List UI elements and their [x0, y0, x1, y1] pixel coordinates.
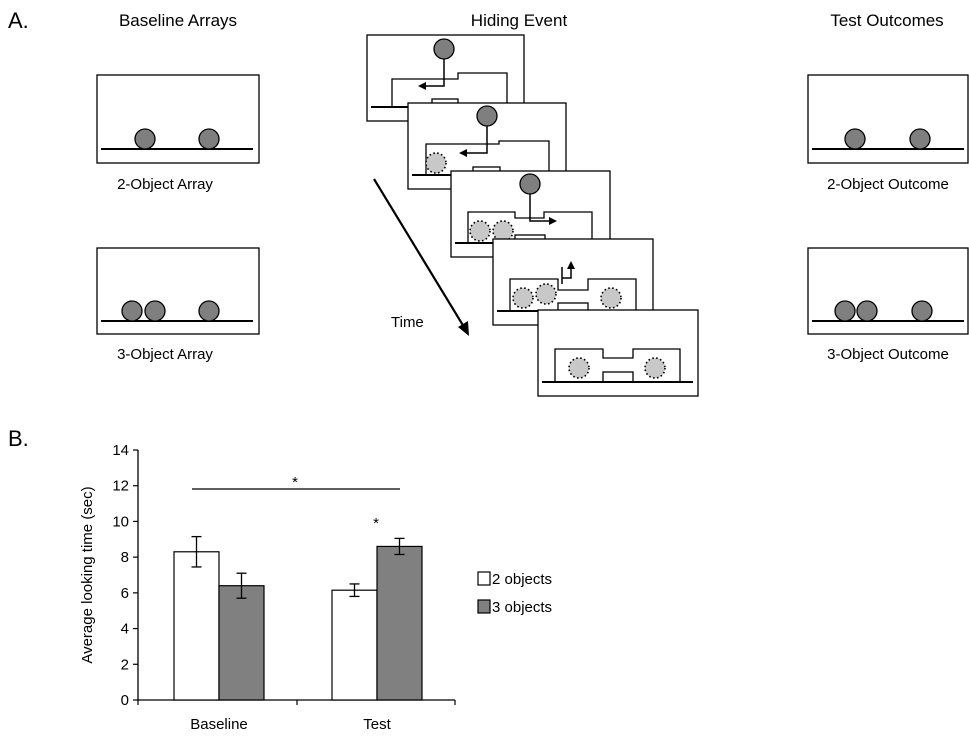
y-tick-label: 2	[121, 656, 129, 673]
object-ball	[144, 300, 166, 322]
legend-entry: 3 objects	[492, 599, 552, 616]
baseline-three-caption: 3-Object Array	[117, 346, 213, 363]
object-ball	[834, 300, 856, 322]
y-tick-label: 8	[121, 549, 129, 566]
y-axis-label: Average looking time (sec)	[79, 486, 96, 663]
hiding-event-frame-5	[537, 309, 699, 397]
object-ball	[198, 128, 220, 150]
object-ball	[519, 173, 541, 195]
hidden-object-ball	[568, 357, 590, 379]
hiding-heading: Hiding Event	[471, 11, 568, 30]
object-ball	[856, 300, 878, 322]
baseline-heading: Baseline Arrays	[119, 11, 237, 30]
legend-swatch	[477, 571, 491, 586]
y-tick-label: 14	[112, 442, 129, 459]
legend-entry: 2 objects	[492, 571, 552, 588]
x-tick-label: Baseline	[190, 716, 248, 733]
outcome-two-caption: 2-Object Outcome	[827, 176, 949, 193]
y-tick-label: 0	[121, 692, 129, 709]
x-tick-label: Test	[363, 716, 391, 733]
outcome-two-object	[807, 74, 969, 164]
object-ball	[134, 128, 156, 150]
panel-a-label: A.	[8, 8, 29, 33]
panel-b-label: B.	[8, 426, 29, 451]
time-arrow	[373, 178, 469, 336]
hidden-object-ball	[512, 287, 534, 309]
baseline-three-object-array	[96, 247, 260, 335]
bar	[173, 551, 220, 701]
outcomes-heading: Test Outcomes	[830, 11, 943, 30]
y-tick-label: 12	[112, 478, 129, 495]
looking-time-bar-chart: Average looking time (sec) 0 2 4 6 8 10 12 14 Ba…	[79, 442, 552, 733]
object-ball	[198, 300, 220, 322]
object-ball	[911, 300, 933, 322]
bar	[218, 585, 265, 701]
object-ball	[909, 128, 931, 150]
significance-star: *	[292, 474, 298, 491]
bar	[376, 545, 423, 701]
significance-star: *	[373, 515, 379, 532]
hidden-object-ball	[535, 283, 557, 305]
outcome-three-object	[807, 247, 969, 335]
hidden-object-ball	[492, 220, 514, 242]
hidden-object-ball	[644, 357, 666, 379]
hidden-object-ball	[425, 152, 447, 174]
y-tick-label: 10	[112, 513, 129, 530]
y-tick-label: 4	[121, 621, 129, 638]
object-ball	[121, 300, 143, 322]
object-ball	[433, 38, 455, 60]
hidden-object-ball	[600, 287, 622, 309]
y-tick-label: 6	[121, 585, 129, 602]
object-ball	[476, 105, 498, 127]
time-label: Time	[391, 314, 424, 331]
bar	[331, 589, 378, 701]
legend-swatch	[477, 599, 491, 614]
baseline-two-caption: 2-Object Array	[117, 176, 213, 193]
hidden-object-ball	[469, 220, 491, 242]
outcome-three-caption: 3-Object Outcome	[827, 346, 949, 363]
baseline-two-object-array	[96, 74, 260, 164]
object-ball	[844, 128, 866, 150]
